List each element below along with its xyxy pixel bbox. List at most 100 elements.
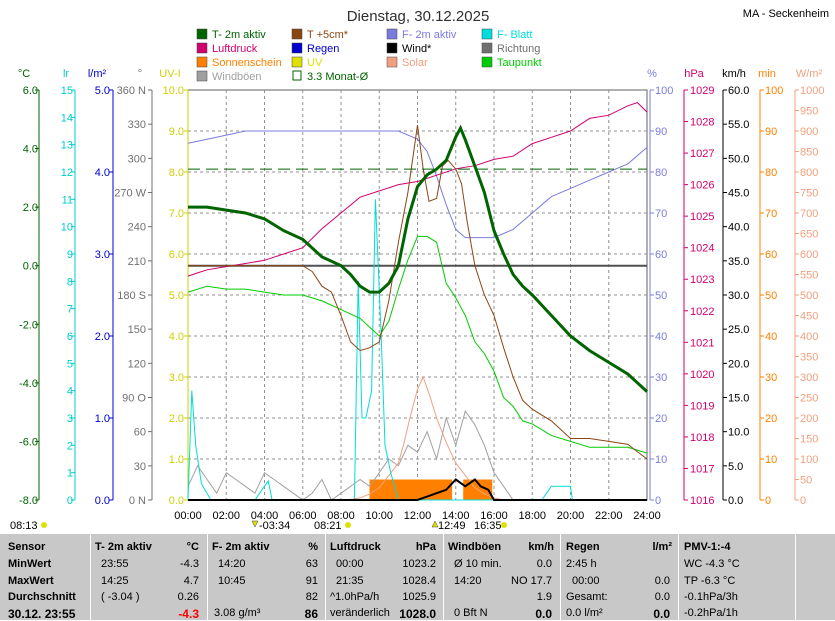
station-name: MA - Seckenheim bbox=[743, 8, 829, 20]
row-label-max: MaxWert bbox=[8, 575, 54, 587]
pmv-windchill: WC -4.3 °C bbox=[684, 558, 740, 570]
axis-tick-label-lux: 9 bbox=[67, 249, 73, 261]
x-tick-label: 14:00 bbox=[442, 510, 470, 522]
axis-tick-label-min: 50 bbox=[765, 290, 777, 302]
hum-absolute: 3.08 g/m³ bbox=[214, 607, 261, 619]
rain-column: Regen l/m² 2:45 h 00:00 0.0 Gesamt: 0.0 … bbox=[566, 534, 674, 621]
axis-tick-label-solar: 700 bbox=[800, 208, 818, 220]
press-max-time: 21:35 bbox=[336, 575, 364, 587]
series-line-t-2m-aktiv bbox=[188, 124, 649, 393]
axis-unit-temp: °C bbox=[18, 68, 30, 80]
wind-current-value: 0.0 bbox=[535, 607, 552, 621]
series-line-luftdruck bbox=[187, 102, 648, 277]
axis-tick-label-min: 90 bbox=[765, 126, 777, 138]
axis-tick-label-solar: 1000 bbox=[800, 85, 824, 97]
axis-tick-label-lux: 3 bbox=[67, 413, 73, 425]
sunshine-bar bbox=[476, 479, 485, 500]
sunshine-bar bbox=[403, 479, 412, 500]
press-tendency: veränderlich bbox=[330, 607, 390, 619]
axis-tick-label-dir: 120 bbox=[128, 358, 146, 370]
axis-tick-label-wind: 30.0 bbox=[728, 290, 749, 302]
wind-avg-value: 0.0 bbox=[536, 558, 552, 570]
axis-tick-label-solar: 550 bbox=[800, 270, 818, 282]
axis-tick-label-wind: 0.0 bbox=[728, 495, 743, 507]
axis-tick-label-min: 80 bbox=[765, 167, 777, 179]
humidity-column: F- 2m aktiv % 14:20 63 10:45 91 82 3.08 … bbox=[212, 534, 322, 621]
axis-tick-label-hum: 70 bbox=[655, 208, 667, 220]
sunshine-bar bbox=[392, 479, 401, 500]
wind-unit: km/h bbox=[528, 541, 554, 553]
axis-tick-label-hum: 90 bbox=[655, 126, 667, 138]
wind-header: Windböen bbox=[448, 541, 502, 553]
axis-tick-label-dir: 240 bbox=[128, 222, 146, 234]
temp-max-time: 14:25 bbox=[101, 575, 129, 587]
pmv-trend-1h: -0.2hPa/1h bbox=[684, 607, 738, 619]
axis-tick-label-solar: 500 bbox=[800, 290, 818, 302]
sunshine-bar bbox=[415, 479, 424, 500]
legend-swatch bbox=[196, 42, 208, 54]
axis-tick-label-lux: 0 bbox=[67, 495, 73, 507]
axis-tick-label-min: 30 bbox=[765, 372, 777, 384]
legend-label: Richtung bbox=[497, 43, 540, 55]
moonset-label: -03:34 bbox=[259, 520, 290, 532]
temp-avg-note: ( -3.04 ) bbox=[101, 591, 140, 603]
axis-unit-uv: UV-I bbox=[159, 68, 180, 80]
axis-tick-label-solar: 0 bbox=[800, 495, 806, 507]
axis-tick-label-wind: 55.0 bbox=[728, 119, 749, 131]
x-tick-label: 18:00 bbox=[518, 510, 546, 522]
legend-swatch bbox=[386, 56, 398, 68]
legend-swatch bbox=[291, 56, 303, 68]
x-tick-label: 22:00 bbox=[595, 510, 623, 522]
hum-unit: % bbox=[308, 541, 318, 553]
legend-label: T- 2m aktiv bbox=[212, 29, 266, 41]
axis-tick-label-wind: 40.0 bbox=[728, 222, 749, 234]
legend-swatch bbox=[196, 28, 208, 40]
hum-min-value: 63 bbox=[305, 558, 318, 570]
series-line-f-2m-aktiv bbox=[187, 130, 648, 239]
axis-tick-label-press: 1018 bbox=[690, 432, 714, 444]
axis-tick-label-min: 60 bbox=[765, 249, 777, 261]
axis-tick-label-wind: 35.0 bbox=[728, 256, 749, 268]
axis-tick-label-temp: 0.0 bbox=[23, 261, 38, 273]
axis-tick-label-wind: 45.0 bbox=[728, 188, 749, 200]
noon-label: 12:49 bbox=[438, 520, 466, 532]
axis-tick-label-lux: 13 bbox=[61, 140, 73, 152]
axis-tick-label-uv: 7.0 bbox=[169, 208, 184, 220]
axis-tick-label-press: 1017 bbox=[690, 463, 714, 475]
x-tick-label: 08:00 bbox=[327, 510, 355, 522]
wind-column: Windböen km/h Ø 10 min. 0.0 14:20 NO 17.… bbox=[448, 534, 556, 621]
press-max-value: 1028.4 bbox=[402, 575, 436, 587]
axis-tick-label-rain: 1.0 bbox=[95, 413, 110, 425]
legend-swatch-monthly-avg bbox=[292, 70, 302, 81]
axis-tick-label-temp: -2.0 bbox=[19, 319, 38, 331]
axis-tick-label-uv: 6.0 bbox=[169, 249, 184, 261]
legend-label: Regen bbox=[307, 43, 339, 55]
hum-max-time: 10:45 bbox=[218, 575, 246, 587]
temp-avg-value: 0.26 bbox=[177, 591, 199, 603]
temp-header: T- 2m aktiv bbox=[95, 541, 152, 553]
temp-current-value: -4.3 bbox=[178, 607, 199, 621]
axis-tick-label-rain: 0.0 bbox=[95, 495, 110, 507]
axis-tick-label-press: 1016 bbox=[690, 495, 714, 507]
sensor-header: Sensor bbox=[8, 541, 46, 553]
axis-tick-label-press: 1029 bbox=[690, 85, 714, 97]
wind-avg-label: Ø 10 min. bbox=[454, 558, 502, 570]
row-label-min: MinWert bbox=[8, 558, 52, 570]
axis-tick-label-wind: 5.0 bbox=[728, 461, 743, 473]
axis-tick-label-dir: 30 bbox=[134, 461, 146, 473]
rain-total-value: 0.0 bbox=[654, 591, 670, 603]
legend-swatch bbox=[196, 70, 208, 82]
legend-label: Luftdruck bbox=[212, 43, 258, 55]
axis-tick-label-dir: 330 bbox=[128, 119, 146, 131]
temp-column: T- 2m aktiv °C 23:55 -4.3 14:25 4.7 ( -3… bbox=[95, 534, 203, 621]
axis-tick-label-press: 1022 bbox=[690, 306, 714, 318]
axis-tick-label-temp: -8.0 bbox=[19, 495, 38, 507]
hum-min-time: 14:20 bbox=[218, 558, 246, 570]
axis-tick-label-solar: 50 bbox=[800, 475, 812, 487]
axis-tick-label-lux: 2 bbox=[67, 440, 73, 452]
axis-tick-label-dir: 0 N bbox=[129, 495, 146, 507]
axis-tick-label-lux: 12 bbox=[61, 167, 73, 179]
axis-tick-label-press: 1023 bbox=[690, 274, 714, 286]
axis-tick-label-solar: 650 bbox=[800, 229, 818, 241]
pmv-header: PMV-1:-4 bbox=[684, 541, 731, 553]
